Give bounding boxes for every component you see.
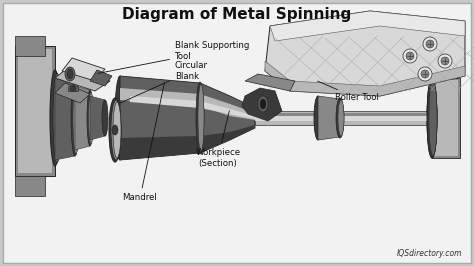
Polygon shape [15, 36, 45, 56]
Ellipse shape [113, 102, 121, 158]
Bar [68, 86, 78, 91]
Polygon shape [130, 96, 255, 119]
Ellipse shape [438, 54, 452, 68]
Ellipse shape [73, 82, 79, 154]
Ellipse shape [53, 73, 61, 163]
Ellipse shape [418, 67, 432, 81]
Polygon shape [55, 66, 110, 91]
Ellipse shape [260, 99, 266, 109]
Text: Workpiece
(Section): Workpiece (Section) [195, 111, 241, 168]
Polygon shape [75, 86, 90, 150]
Ellipse shape [426, 40, 434, 48]
Ellipse shape [67, 69, 73, 79]
Polygon shape [434, 80, 458, 156]
Ellipse shape [338, 100, 344, 136]
Text: IQSdirectory.com: IQSdirectory.com [396, 250, 462, 259]
Text: Roller Tool: Roller Tool [318, 81, 379, 102]
Polygon shape [62, 58, 105, 81]
Ellipse shape [423, 37, 437, 51]
Ellipse shape [112, 125, 118, 135]
Bar [255, 113, 430, 116]
Polygon shape [15, 46, 55, 176]
Ellipse shape [102, 100, 108, 136]
Ellipse shape [403, 49, 417, 63]
Ellipse shape [429, 80, 437, 156]
Polygon shape [120, 125, 255, 160]
Polygon shape [245, 74, 295, 91]
Text: Blank Supporting
Tool: Blank Supporting Tool [98, 41, 249, 73]
Ellipse shape [65, 67, 75, 81]
Polygon shape [90, 96, 105, 140]
Ellipse shape [111, 100, 121, 160]
Ellipse shape [406, 52, 414, 60]
Ellipse shape [196, 82, 204, 154]
Ellipse shape [427, 78, 437, 158]
Ellipse shape [109, 98, 121, 162]
Ellipse shape [89, 92, 93, 144]
Polygon shape [18, 49, 52, 173]
Ellipse shape [50, 70, 60, 166]
Bar [255, 111, 430, 125]
Polygon shape [15, 176, 45, 196]
Text: Diagram of Metal Spinning: Diagram of Metal Spinning [122, 6, 352, 22]
Bar [255, 115, 430, 121]
Polygon shape [242, 88, 282, 121]
Polygon shape [265, 11, 465, 96]
Ellipse shape [115, 76, 125, 160]
Polygon shape [120, 88, 255, 120]
Ellipse shape [258, 96, 268, 112]
Polygon shape [90, 70, 112, 86]
Ellipse shape [70, 86, 76, 92]
Ellipse shape [427, 78, 437, 158]
Ellipse shape [198, 84, 204, 152]
Ellipse shape [429, 80, 437, 156]
Ellipse shape [314, 96, 322, 140]
Polygon shape [265, 61, 465, 96]
Ellipse shape [71, 80, 79, 156]
Polygon shape [432, 78, 460, 158]
Polygon shape [318, 96, 340, 140]
Ellipse shape [336, 98, 344, 138]
Text: Mandrel: Mandrel [123, 83, 164, 202]
Ellipse shape [421, 70, 429, 78]
Polygon shape [270, 11, 465, 41]
Ellipse shape [87, 90, 93, 146]
Ellipse shape [441, 57, 449, 65]
Polygon shape [55, 83, 90, 103]
Text: Circular
Blank: Circular Blank [120, 61, 208, 103]
Polygon shape [55, 76, 75, 160]
Polygon shape [120, 76, 255, 160]
